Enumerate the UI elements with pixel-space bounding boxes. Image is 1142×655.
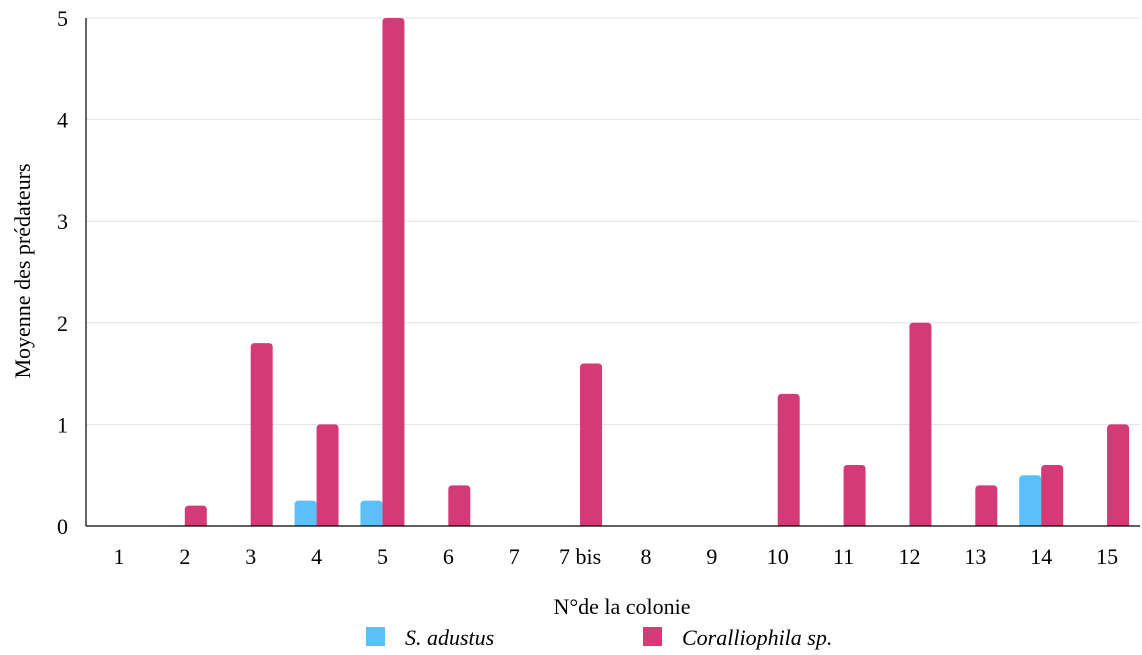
bar-coralliophila-6 (448, 485, 471, 526)
x-tick-label: 14 (1030, 544, 1052, 569)
legend-label-s-adustus: S. adustus (405, 625, 494, 650)
bar-s-adustus-5 (360, 500, 383, 526)
y-tick-label: 5 (57, 6, 68, 31)
x-tick-label: 11 (833, 544, 854, 569)
x-tick-label: 10 (767, 544, 789, 569)
legend: S. adustus Coralliophila sp. (366, 625, 832, 650)
x-tick-label: 4 (311, 544, 322, 569)
x-tick-label: 7 bis (559, 544, 601, 569)
x-tick-label: 5 (377, 544, 388, 569)
y-tick-label: 2 (57, 311, 68, 336)
x-tick-label: 7 (509, 544, 520, 569)
bar-coralliophila-15 (1107, 424, 1130, 526)
bar-coralliophila-13 (975, 485, 998, 526)
y-tick-label: 3 (57, 209, 68, 234)
x-tick-label: 2 (179, 544, 190, 569)
x-tick-label: 1 (113, 544, 124, 569)
y-tick-label: 0 (57, 514, 68, 539)
y-tick-labels: 0 1 2 3 4 5 (57, 6, 68, 539)
axes (85, 18, 1140, 527)
bar-coralliophila-10 (777, 393, 800, 526)
bar-coralliophila-7-bis (580, 363, 603, 526)
bars (184, 18, 1130, 526)
x-tick-label: 9 (706, 544, 717, 569)
legend-label-coralliophila: Coralliophila sp. (682, 625, 832, 650)
x-tick-label: 15 (1096, 544, 1118, 569)
bar-coralliophila-4 (316, 424, 339, 526)
bar-coralliophila-12 (909, 322, 932, 526)
bar-coralliophila-11 (843, 465, 866, 526)
x-tick-label: 13 (964, 544, 986, 569)
x-tick-label: 6 (443, 544, 454, 569)
x-tick-label: 12 (898, 544, 920, 569)
x-tick-label: 8 (640, 544, 651, 569)
y-tick-label: 4 (57, 108, 68, 133)
y-tick-label: 1 (57, 412, 68, 437)
bar-s-adustus-4 (294, 500, 317, 526)
legend-swatch-coralliophila (643, 627, 662, 646)
y-axis-title: Moyenne des prédateurs (10, 163, 35, 378)
bar-coralliophila-5 (382, 18, 405, 526)
bar-coralliophila-3 (250, 343, 273, 526)
bar-coralliophila-2 (184, 505, 207, 526)
bar-coralliophila-14 (1041, 465, 1064, 526)
legend-swatch-s-adustus (366, 627, 385, 646)
x-axis-title: N°de la colonie (553, 594, 690, 619)
bar-s-adustus-14 (1019, 475, 1042, 526)
grid-lines (86, 17, 1140, 425)
x-tick-label: 3 (245, 544, 256, 569)
